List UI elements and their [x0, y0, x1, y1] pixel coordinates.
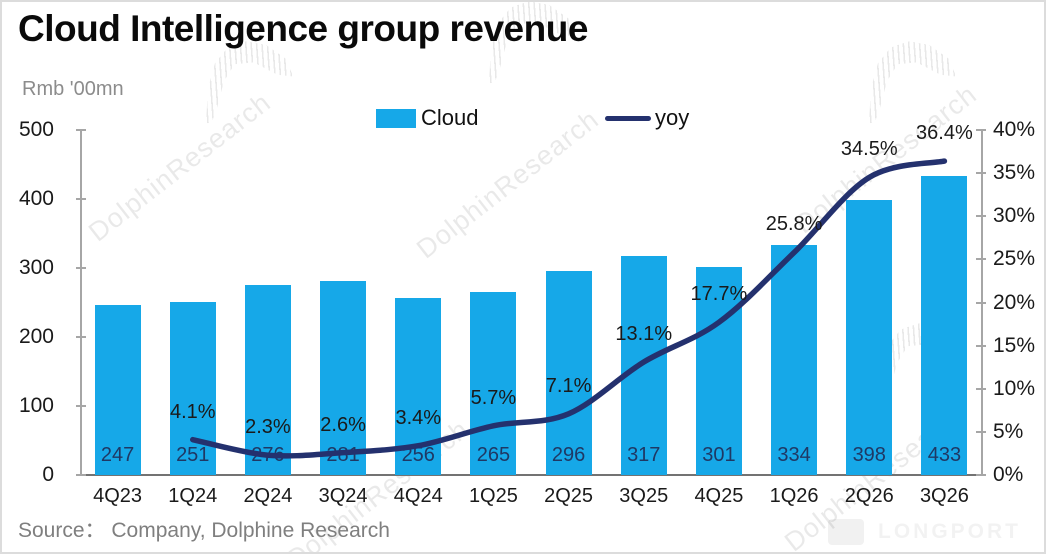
x-axis-category-label: 1Q25 — [468, 485, 518, 507]
right-axis-tick — [976, 301, 986, 304]
left-axis-tick — [76, 474, 86, 476]
x-axis-category-label: 4Q25 — [694, 485, 744, 507]
axis-unit-label: Rmb '00mn — [22, 78, 124, 100]
bar-value-label: 433 — [927, 444, 962, 466]
x-axis-category-label: 3Q24 — [318, 485, 368, 507]
yoy-point-label: 7.1% — [545, 374, 592, 397]
left-axis-tick — [76, 405, 86, 407]
left-axis-tick-label: 200 — [18, 325, 54, 348]
right-axis-tick-label: 20% — [993, 290, 1036, 314]
right-axis-tick — [976, 474, 986, 476]
yoy-point-label: 17.7% — [690, 283, 748, 306]
x-axis-category-label: 2Q24 — [243, 485, 293, 507]
cloud-bar — [620, 256, 667, 475]
right-axis-tick-label: 25% — [993, 247, 1036, 271]
bar-value-label: 251 — [176, 444, 210, 466]
bar-value-label: 317 — [627, 444, 661, 466]
left-axis-tick-label: 300 — [18, 256, 54, 279]
yoy-point-label: 13.1% — [615, 323, 673, 345]
source-note: Source： Company, Dolphine Research — [18, 519, 390, 542]
dolphin-research-watermark-text: DolphinResearch — [83, 86, 277, 248]
x-axis-category-label: 2Q26 — [844, 485, 894, 507]
yoy-point-label: 36.4% — [916, 122, 973, 145]
left-axis-line — [80, 130, 82, 475]
right-axis-tick-label: 15% — [993, 333, 1036, 357]
bar-value-label: 301 — [702, 444, 736, 466]
longport-watermark: LONGPORT — [828, 519, 1021, 545]
right-axis-tick-label: 5% — [993, 419, 1024, 443]
legend-cloud-label: Cloud — [421, 105, 479, 130]
bar-value-label: 281 — [326, 444, 360, 466]
x-axis-category-label: 1Q26 — [769, 485, 819, 507]
right-axis-tick — [976, 215, 986, 218]
right-axis-tick-label: 0% — [993, 463, 1024, 486]
cloud-bar — [846, 200, 893, 475]
cloud-bar — [94, 304, 141, 475]
right-axis-tick-label: 30% — [993, 204, 1036, 228]
x-axis-category-label: 3Q25 — [619, 485, 669, 507]
legend-yoy-label: yoy — [655, 105, 690, 130]
left-axis-tick — [76, 267, 86, 269]
bar-value-label: 334 — [777, 444, 811, 466]
x-axis-category-label: 1Q24 — [168, 485, 218, 507]
legend-cloud-swatch-icon — [376, 108, 416, 128]
x-axis-category-label: 4Q23 — [93, 485, 143, 507]
cloud-bar — [921, 176, 968, 475]
right-axis-tick — [976, 344, 986, 347]
left-axis-tick-label: 100 — [18, 394, 54, 417]
left-axis-tick-label: 500 — [18, 118, 54, 141]
left-axis-tick-label: 0 — [42, 463, 54, 486]
right-axis-tick-label: 40% — [993, 118, 1036, 141]
left-axis-tick — [76, 129, 86, 131]
bar-value-label: 276 — [251, 444, 285, 466]
right-axis-tick-label: 35% — [993, 161, 1036, 185]
left-axis-tick — [76, 336, 86, 338]
right-axis-tick — [976, 129, 986, 131]
yoy-point-label: 3.4% — [395, 406, 442, 429]
x-axis-category-label: 3Q26 — [919, 485, 969, 507]
legend-yoy-swatch-icon — [605, 115, 651, 121]
longport-logo-icon — [828, 519, 864, 545]
bar-value-label: 296 — [551, 444, 586, 466]
right-axis-tick-label: 10% — [993, 376, 1036, 400]
x-axis-category-label: 4Q24 — [393, 485, 443, 507]
bar-value-label: 247 — [100, 444, 135, 466]
x-axis-line — [80, 474, 984, 476]
left-axis-tick — [76, 198, 86, 200]
right-axis-tick — [976, 430, 986, 433]
legend-cloud-item: Cloud — [376, 106, 478, 130]
bar-value-label: 265 — [476, 444, 511, 466]
yoy-point-label: 25.8% — [765, 213, 823, 236]
right-axis-tick — [976, 258, 986, 261]
bar-value-label: 256 — [401, 444, 435, 466]
cloud-bar — [771, 244, 818, 475]
bar-value-label: 398 — [852, 444, 886, 466]
page-title: Cloud Intelligence group revenue — [18, 8, 588, 49]
right-axis-tick — [976, 387, 986, 390]
longport-brand-text: LONGPORT — [878, 520, 1021, 543]
right-axis-tick — [976, 172, 986, 175]
legend-yoy-item: yoy — [605, 106, 689, 130]
yoy-point-label: 34.5% — [840, 138, 898, 161]
left-axis-tick-label: 400 — [18, 187, 54, 210]
x-axis-category-label: 2Q25 — [544, 485, 594, 507]
